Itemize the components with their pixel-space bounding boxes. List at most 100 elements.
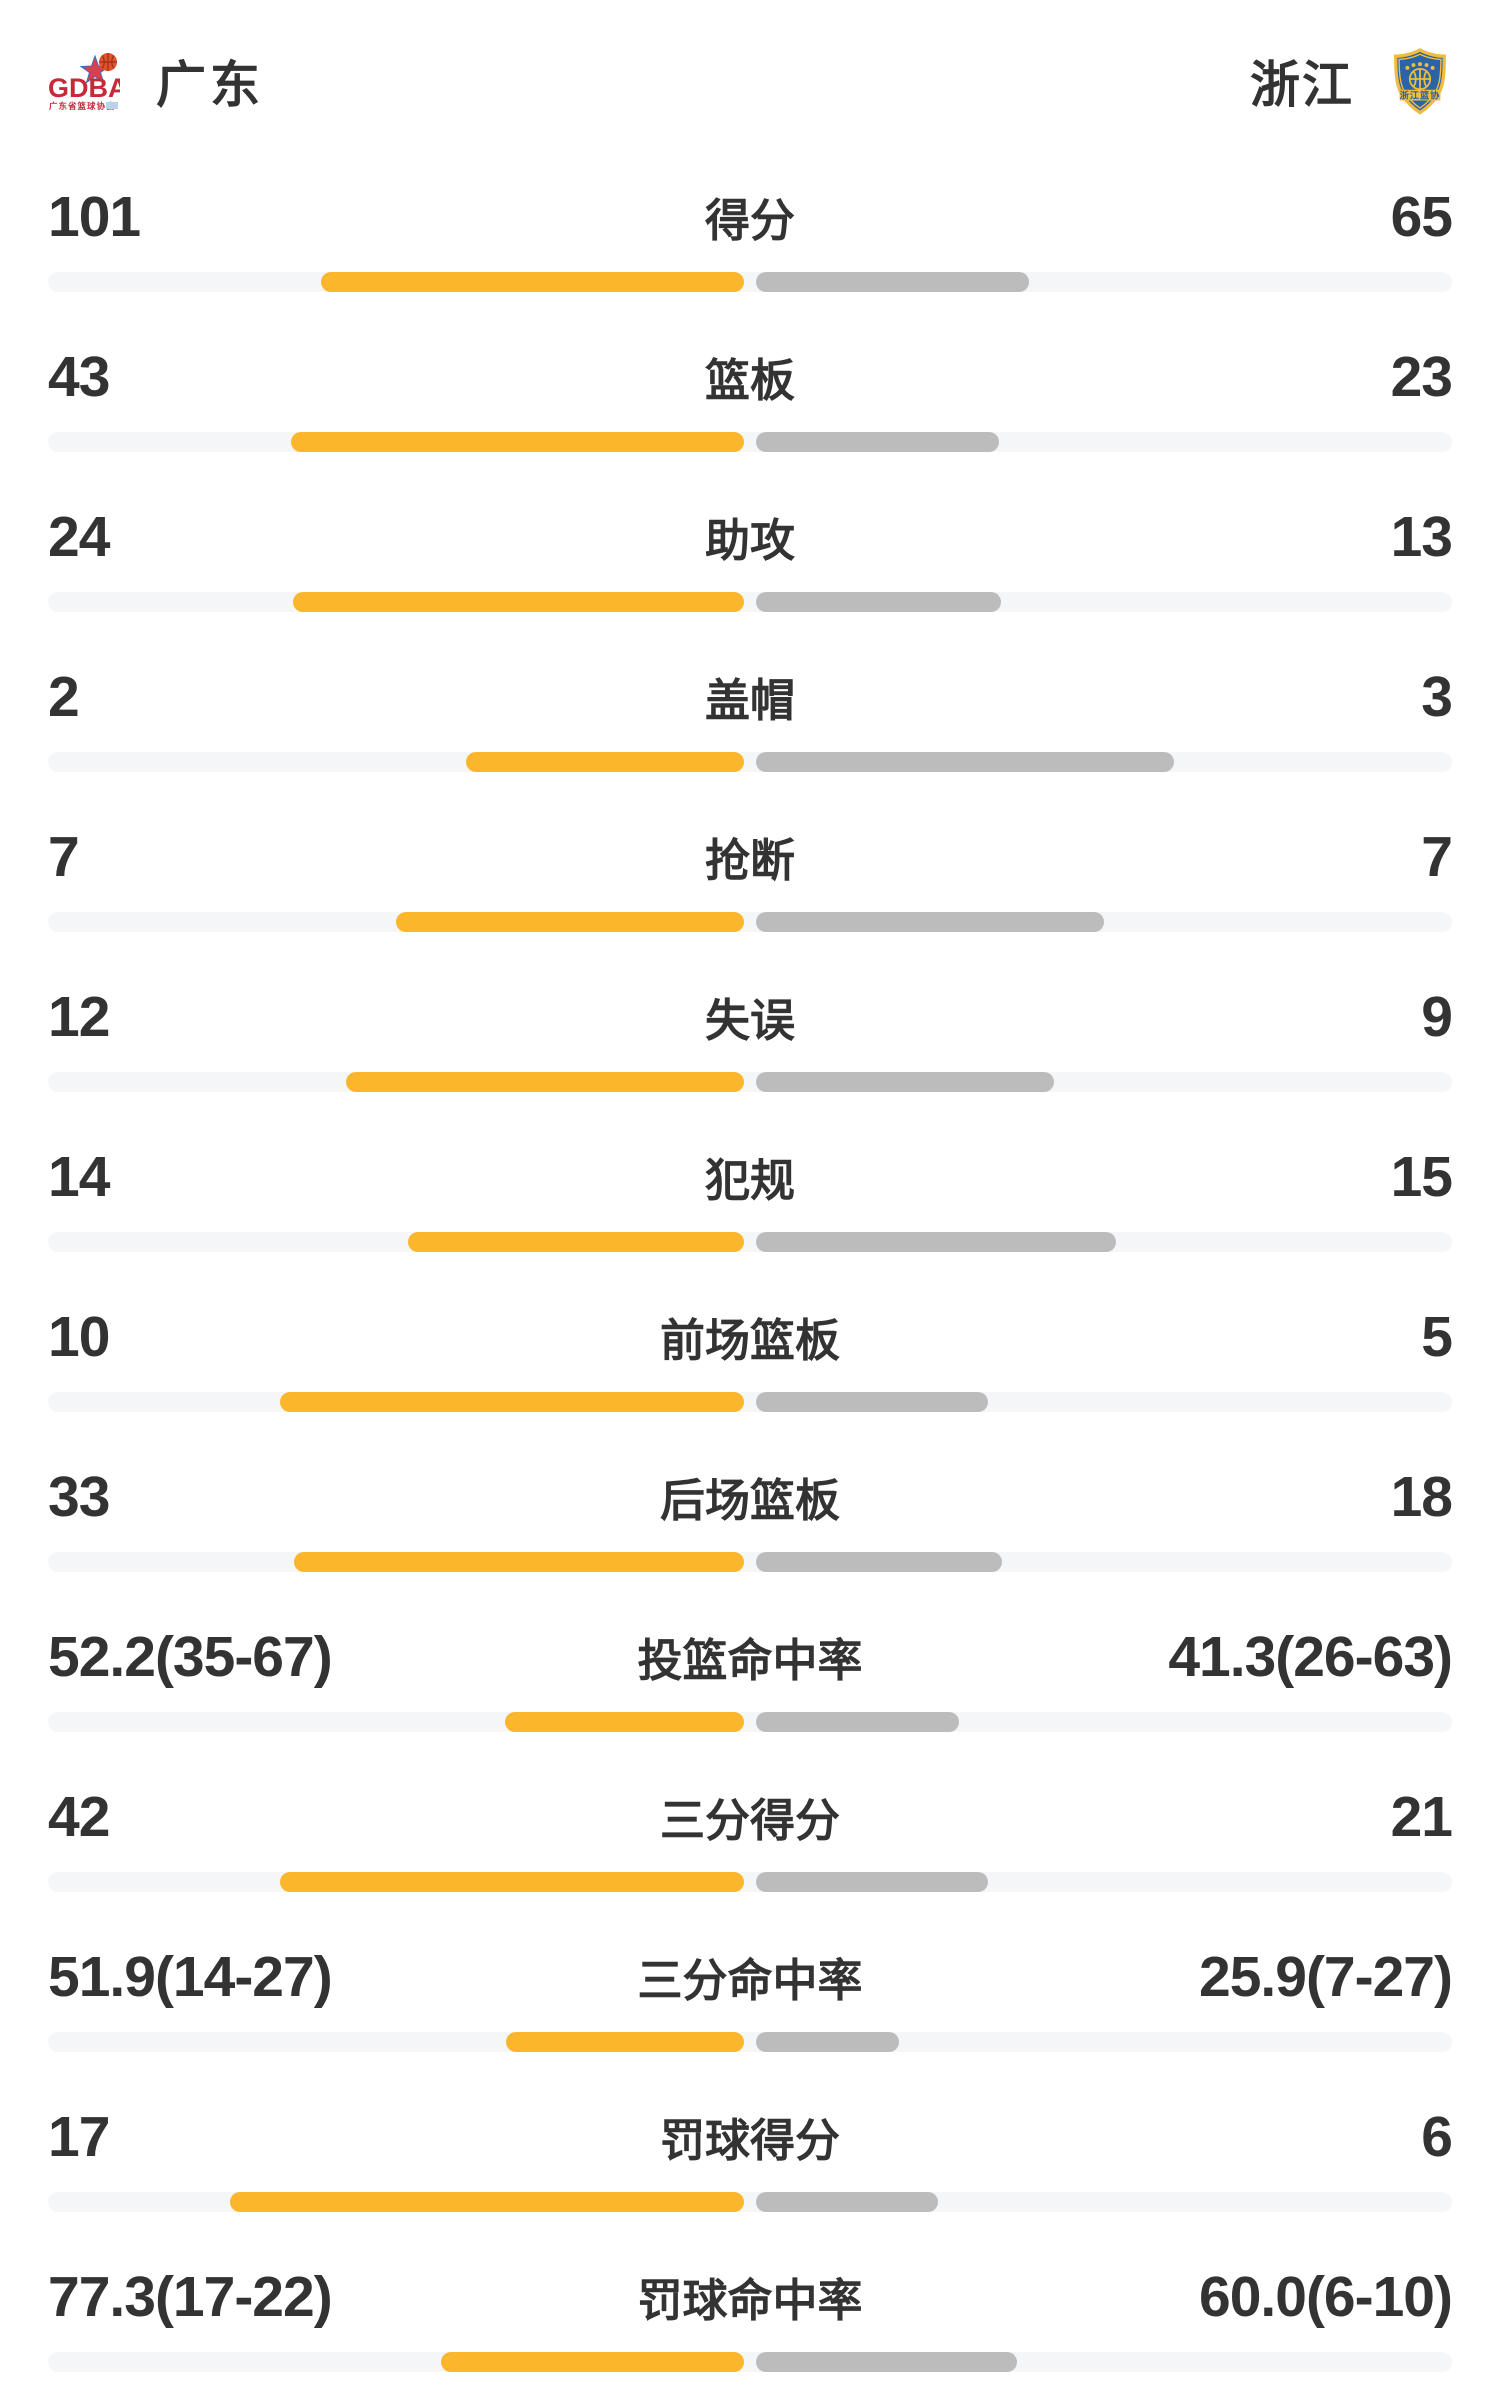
stat-row-11: 51.9(14-27) 三分命中率 25.9(7-27): [48, 1908, 1453, 2068]
home-value: 77.3(17-22): [48, 2265, 333, 2329]
away-value: 7: [1421, 825, 1453, 889]
away-logo-banner: 浙江篮协: [1399, 90, 1441, 101]
home-value: 2: [48, 665, 80, 729]
stat-line: 101 得分 65: [48, 182, 1453, 252]
stat-bar-track: [48, 272, 1452, 292]
away-bar: [756, 1392, 988, 1412]
away-logo-banner-text: 浙江篮协: [1400, 90, 1441, 101]
home-value: 24: [48, 505, 110, 569]
home-bar: [506, 2032, 744, 2052]
home-team-logo: GDBA 广东省篮球协会: [48, 53, 120, 111]
stat-row-8: 33 后场篮板 18: [48, 1428, 1453, 1588]
stat-line: 43 篮板 23: [48, 342, 1453, 412]
away-value: 13: [1390, 505, 1453, 569]
stat-label: 犯规: [704, 1155, 795, 1206]
stat-label: 三分命中率: [637, 1955, 863, 2006]
stat-bar-track: [48, 1552, 1452, 1572]
stat-line: 42 三分得分 21: [48, 1782, 1453, 1852]
stat-line: 24 助攻 13: [48, 502, 1453, 572]
stat-label: 罚球得分: [659, 2115, 840, 2166]
away-bar: [756, 1552, 1002, 1572]
home-bar: [279, 1872, 744, 1892]
stat-line: 10 前场篮板 5: [48, 1302, 1453, 1372]
away-value: 5: [1421, 1305, 1453, 1369]
stat-line: 17 罚球得分 6: [48, 2102, 1453, 2172]
away-bar: [756, 592, 1001, 612]
home-bar: [505, 1712, 744, 1732]
away-bar: [756, 1072, 1055, 1092]
stat-bar-track: [48, 432, 1452, 452]
home-value: 17: [48, 2105, 110, 2169]
away-value: 21: [1390, 1785, 1453, 1849]
away-bar: [756, 2032, 900, 2052]
away-bar: [756, 912, 1104, 932]
stat-label: 盖帽: [704, 675, 795, 726]
home-logo-basketball: [99, 53, 117, 71]
home-value: 42: [48, 1785, 110, 1849]
away-value: 6: [1421, 2105, 1453, 2169]
stat-line: 52.2(35-67) 投篮命中率 41.3(26-63): [48, 1622, 1453, 1692]
stat-row-3: 2 盖帽 3: [48, 628, 1453, 788]
stat-label: 罚球命中率: [637, 2275, 863, 2326]
stat-label: 助攻: [704, 515, 795, 566]
home-value: 33: [48, 1465, 110, 1529]
stat-label: 抢断: [704, 835, 795, 886]
stat-bar-track: [48, 1232, 1452, 1252]
away-bar: [756, 432, 999, 452]
away-value: 9: [1421, 985, 1453, 1049]
away-value: 41.3(26-63): [1168, 1625, 1453, 1689]
stat-row-1: 43 篮板 23: [48, 308, 1453, 468]
stat-line: 14 犯规 15: [48, 1142, 1453, 1212]
stat-bar-track: [48, 2032, 1452, 2052]
home-value: 14: [48, 1145, 110, 1209]
away-value: 15: [1390, 1145, 1453, 1209]
home-bar: [346, 1072, 744, 1092]
away-bar: [756, 1712, 960, 1732]
away-bar: [756, 2192, 938, 2212]
home-value: 10: [48, 1305, 110, 1369]
stat-row-4: 7 抢断 7: [48, 788, 1453, 948]
home-value: 101: [48, 185, 141, 249]
stat-row-12: 17 罚球得分 6: [48, 2068, 1453, 2228]
home-bar: [320, 272, 744, 292]
stat-line: 77.3(17-22) 罚球命中率 60.0(6-10): [48, 2262, 1453, 2332]
home-value: 12: [48, 985, 110, 1049]
away-logo-inner-line: [1398, 53, 1442, 109]
stat-label: 篮板: [704, 355, 795, 406]
stat-bar-track: [48, 1392, 1452, 1412]
stat-row-0: 101 得分 65: [48, 148, 1453, 308]
stat-row-2: 24 助攻 13: [48, 468, 1453, 628]
stat-line: 12 失误 9: [48, 982, 1453, 1052]
stat-bar-track: [48, 2192, 1452, 2212]
home-logo-text: GDBA: [48, 73, 120, 103]
home-bar: [290, 432, 744, 452]
home-bar: [440, 2352, 744, 2372]
away-logo-stars: [1405, 62, 1435, 70]
stat-bar-track: [48, 1712, 1452, 1732]
stat-line: 51.9(14-27) 三分命中率 25.9(7-27): [48, 1942, 1453, 2012]
stat-label: 失误: [704, 995, 795, 1046]
stat-line: 33 后场篮板 18: [48, 1462, 1453, 1532]
away-team-logo: 浙江篮协: [1394, 47, 1446, 115]
away-team-name: 浙江: [1250, 57, 1354, 113]
stat-row-10: 42 三分得分 21: [48, 1748, 1453, 1908]
match-header: GDBA 广东省篮球协会 广东 浙江: [0, 0, 1500, 115]
stat-bar-track: [48, 1072, 1452, 1092]
away-value: 60.0(6-10): [1199, 2265, 1453, 2329]
stat-label: 得分: [704, 195, 795, 246]
home-team-name: 广东: [156, 57, 264, 113]
home-bar: [396, 912, 744, 932]
away-value: 25.9(7-27): [1199, 1945, 1453, 2009]
home-value: 52.2(35-67): [48, 1625, 333, 1689]
home-bar: [229, 2192, 744, 2212]
home-bar: [279, 1392, 744, 1412]
stat-row-13: 77.3(17-22) 罚球命中率 60.0(6-10): [48, 2228, 1453, 2388]
stat-bar-track: [48, 752, 1452, 772]
home-bar: [293, 1552, 744, 1572]
away-bar: [756, 1872, 988, 1892]
stat-line: 7 抢断 7: [48, 822, 1453, 892]
away-logo-basketball: [1408, 67, 1432, 91]
home-value: 43: [48, 345, 110, 409]
home-value: 7: [48, 825, 80, 889]
